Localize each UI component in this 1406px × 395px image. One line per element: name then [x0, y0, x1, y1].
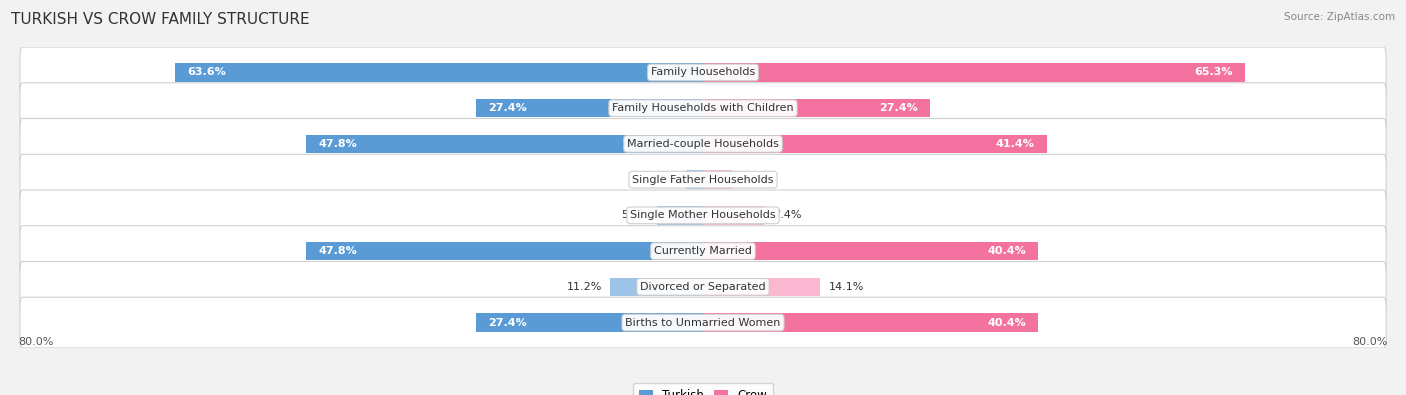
Bar — [307, 242, 703, 260]
Text: 27.4%: 27.4% — [488, 103, 527, 113]
Text: 14.1%: 14.1% — [828, 282, 863, 292]
Text: 27.4%: 27.4% — [488, 318, 527, 327]
Text: Family Households: Family Households — [651, 68, 755, 77]
Bar — [703, 206, 765, 225]
Text: 80.0%: 80.0% — [18, 337, 53, 347]
FancyBboxPatch shape — [20, 226, 1386, 276]
Text: 41.4%: 41.4% — [995, 139, 1035, 149]
Text: Family Households with Children: Family Households with Children — [612, 103, 794, 113]
Bar — [703, 170, 733, 189]
Bar — [703, 242, 1039, 260]
Bar — [475, 313, 703, 332]
Bar — [703, 278, 820, 296]
FancyBboxPatch shape — [20, 83, 1386, 134]
Text: 80.0%: 80.0% — [1353, 337, 1388, 347]
Bar — [703, 63, 1246, 82]
Text: 47.8%: 47.8% — [319, 246, 357, 256]
Bar — [610, 278, 703, 296]
FancyBboxPatch shape — [20, 190, 1386, 241]
Text: Single Mother Households: Single Mother Households — [630, 211, 776, 220]
Legend: Turkish, Crow: Turkish, Crow — [633, 383, 773, 395]
FancyBboxPatch shape — [20, 47, 1386, 98]
Text: TURKISH VS CROW FAMILY STRUCTURE: TURKISH VS CROW FAMILY STRUCTURE — [11, 12, 309, 27]
Text: 3.5%: 3.5% — [741, 175, 769, 184]
Text: 7.4%: 7.4% — [773, 211, 801, 220]
Text: Source: ZipAtlas.com: Source: ZipAtlas.com — [1284, 12, 1395, 22]
Bar — [475, 99, 703, 117]
Text: Single Father Households: Single Father Households — [633, 175, 773, 184]
Bar — [686, 170, 703, 189]
Text: 65.3%: 65.3% — [1194, 68, 1233, 77]
Text: 47.8%: 47.8% — [319, 139, 357, 149]
Text: 2.0%: 2.0% — [650, 175, 678, 184]
Text: 5.5%: 5.5% — [621, 211, 650, 220]
Text: Births to Unmarried Women: Births to Unmarried Women — [626, 318, 780, 327]
Text: Currently Married: Currently Married — [654, 246, 752, 256]
Bar — [658, 206, 703, 225]
FancyBboxPatch shape — [20, 297, 1386, 348]
FancyBboxPatch shape — [20, 261, 1386, 312]
Text: 40.4%: 40.4% — [987, 246, 1026, 256]
Text: 63.6%: 63.6% — [187, 68, 226, 77]
Text: Married-couple Households: Married-couple Households — [627, 139, 779, 149]
Bar — [703, 313, 1039, 332]
Text: 27.4%: 27.4% — [879, 103, 918, 113]
Bar — [703, 99, 931, 117]
Text: 40.4%: 40.4% — [987, 318, 1026, 327]
FancyBboxPatch shape — [20, 118, 1386, 169]
FancyBboxPatch shape — [20, 154, 1386, 205]
Bar — [176, 63, 703, 82]
Bar — [307, 135, 703, 153]
Text: Divorced or Separated: Divorced or Separated — [640, 282, 766, 292]
Text: 11.2%: 11.2% — [567, 282, 602, 292]
Bar — [703, 135, 1046, 153]
